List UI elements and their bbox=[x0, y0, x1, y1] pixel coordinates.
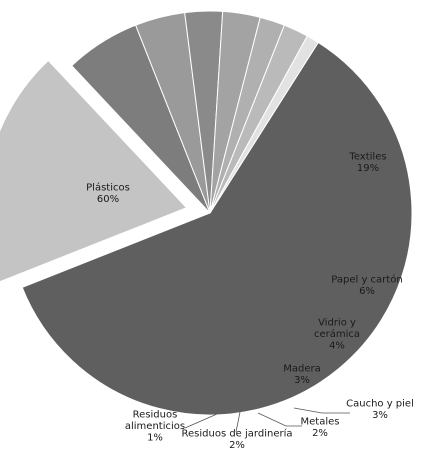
label-residuos-alimenticios: Residuos alimenticios 1% bbox=[125, 410, 185, 444]
slice-residuos-alimenticios bbox=[209, 35, 319, 214]
leader-residuos-alimenticios bbox=[184, 413, 218, 429]
label-metales: Metales 2% bbox=[301, 416, 340, 439]
leader-metales bbox=[257, 412, 302, 427]
label-caucho-y-piel: Caucho y piel 3% bbox=[346, 398, 414, 421]
label-textiles: Textiles 19% bbox=[348, 151, 386, 174]
leader-residuos-de-jardineria bbox=[235, 411, 241, 433]
label-vidrio-y-ceramica: Vidrio y cerámica 4% bbox=[314, 318, 360, 352]
label-residuos-de-jardineria: Residuos de jardinería 2% bbox=[182, 427, 293, 451]
slice-textiles bbox=[0, 59, 188, 283]
leader-caucho-y-piel bbox=[293, 407, 350, 414]
label-madera: Madera 3% bbox=[283, 363, 321, 386]
slice-plasticos bbox=[21, 41, 413, 416]
label-papel-y-carton: Papel y cartón 6% bbox=[331, 273, 402, 297]
pie-slices bbox=[0, 10, 413, 416]
slice-labels: Plásticos 60% Textiles 19% Papel y cartón 6% V… bbox=[86, 151, 414, 451]
leader-lines bbox=[184, 407, 350, 433]
label-plasticos: Plásticos 60% bbox=[86, 181, 130, 205]
